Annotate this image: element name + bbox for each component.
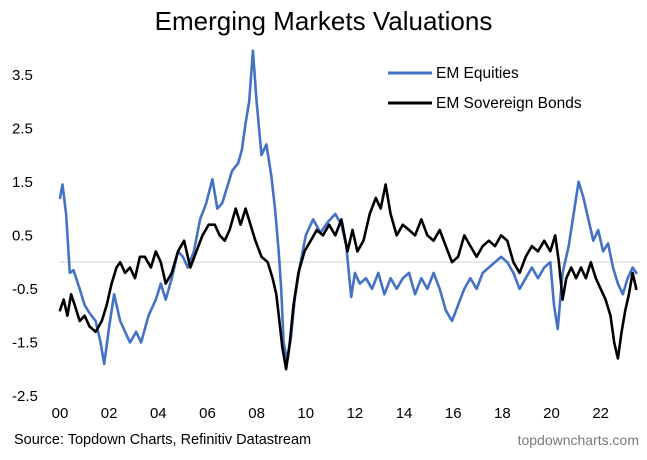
x-tick-label: 04 bbox=[150, 405, 167, 422]
x-tick-label: 20 bbox=[543, 405, 560, 422]
series-line-em-equities bbox=[58, 49, 638, 366]
x-tick-label: 10 bbox=[297, 405, 314, 422]
y-tick-label: 1.5 bbox=[12, 174, 33, 191]
series-line-em-sovereign-bonds bbox=[58, 183, 638, 371]
y-tick-label: 0.5 bbox=[12, 227, 33, 244]
chart-title: Emerging Markets Valuations bbox=[154, 6, 493, 36]
y-tick-label: -0.5 bbox=[12, 281, 38, 298]
watermark: topdowncharts.com bbox=[517, 432, 639, 448]
x-tick-label: 22 bbox=[592, 405, 609, 422]
x-tick-label: 06 bbox=[199, 405, 216, 422]
y-tick-label: 3.5 bbox=[12, 67, 33, 84]
x-tick-label: 08 bbox=[248, 405, 265, 422]
x-tick-label: 14 bbox=[396, 405, 413, 422]
x-tick-label: 16 bbox=[445, 405, 462, 422]
x-tick-label: 18 bbox=[494, 405, 511, 422]
legend-label: EM Equities bbox=[436, 65, 519, 82]
source-note: Source: Topdown Charts, Refinitiv Datast… bbox=[14, 432, 312, 448]
x-tick-label: 00 bbox=[52, 405, 69, 422]
legend-label: EM Sovereign Bonds bbox=[436, 95, 582, 112]
y-tick-label: -1.5 bbox=[12, 334, 38, 351]
x-tick-label: 02 bbox=[101, 405, 118, 422]
y-tick-label: -2.5 bbox=[12, 388, 38, 405]
y-tick-label: 2.5 bbox=[12, 120, 33, 137]
x-tick-label: 12 bbox=[347, 405, 364, 422]
